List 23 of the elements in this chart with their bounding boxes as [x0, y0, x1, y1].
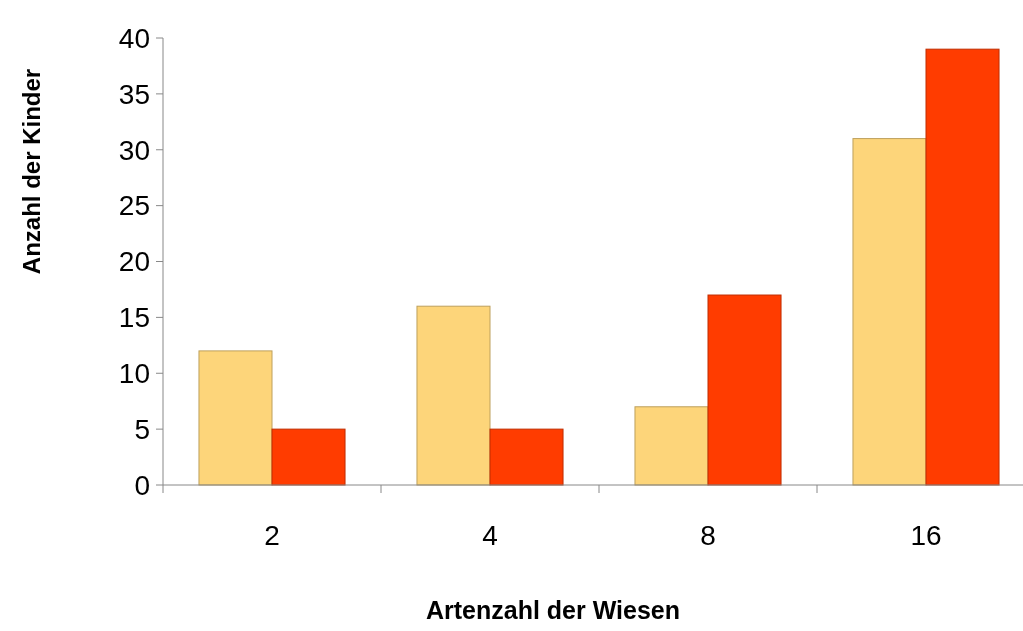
y-tick-label: 20 [118, 246, 150, 278]
x-tick-label: 4 [482, 520, 498, 551]
y-tick-label: 30 [118, 134, 150, 166]
bar [198, 350, 273, 486]
x-tick-label: 8 [700, 520, 716, 551]
y-tick-label: 40 [118, 22, 150, 54]
y-axis-title: Anzahl der Kinder [18, 68, 45, 275]
y-tick-label: 10 [118, 358, 150, 390]
bar [925, 48, 1000, 486]
y-tick-label: 15 [118, 302, 150, 334]
y-tick-label: 35 [118, 78, 150, 110]
x-tick-label: 2 [264, 520, 280, 551]
bar [852, 138, 927, 486]
y-tick-label: 5 [134, 413, 150, 445]
y-tick-label: 25 [118, 190, 150, 222]
x-axis-title: Artenzahl der Wiesen [425, 596, 681, 624]
bar [489, 428, 564, 486]
bar [707, 294, 782, 486]
bar [416, 305, 491, 486]
y-tick-label: 0 [134, 469, 150, 501]
bar [634, 406, 709, 486]
bar [271, 428, 346, 486]
x-tick-label: 16 [910, 520, 942, 551]
